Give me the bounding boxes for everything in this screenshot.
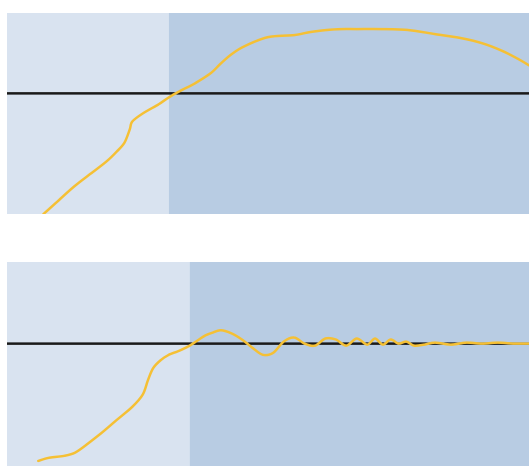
signal-line-bottom [37,329,529,463]
shaded-region-top-dark [168,13,529,214]
shaded-region-bottom-dark [189,262,529,466]
signal-line-top [42,27,529,214]
shaded-region-bottom-light [7,262,190,466]
chart-panel-bottom [7,262,529,466]
chart-panel-top [7,13,529,214]
